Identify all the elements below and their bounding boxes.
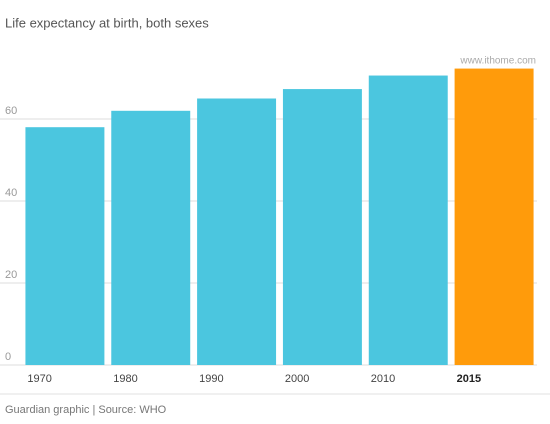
x-tick-label: 1990 — [199, 373, 223, 385]
bar — [454, 68, 534, 365]
x-tick-label: 2015 — [457, 373, 481, 385]
x-tick-label: 1970 — [27, 373, 51, 385]
bar — [368, 75, 448, 365]
y-tick-label: 0 — [5, 351, 11, 363]
bar — [197, 98, 277, 365]
bar — [282, 89, 362, 365]
chart-title: Life expectancy at birth, both sexes — [5, 15, 209, 30]
x-tick-label: 2010 — [371, 373, 395, 385]
watermark: www.ithome.com — [459, 56, 536, 67]
x-tick-label: 2000 — [285, 373, 309, 385]
bar — [25, 127, 105, 365]
source: Guardian graphic | Source: WHO — [5, 404, 167, 416]
y-tick-label: 20 — [5, 269, 17, 281]
bar — [111, 110, 191, 365]
x-tick-label: 1980 — [113, 373, 137, 385]
y-tick-label: 40 — [5, 187, 17, 199]
y-tick-label: 60 — [5, 105, 17, 117]
